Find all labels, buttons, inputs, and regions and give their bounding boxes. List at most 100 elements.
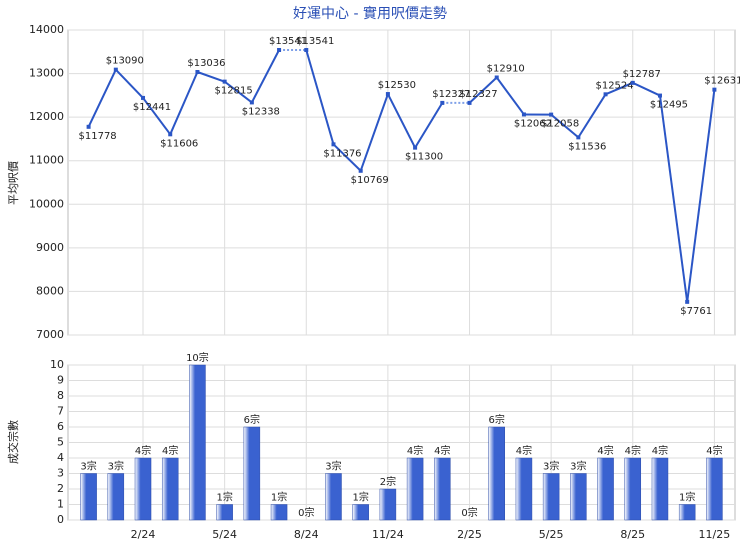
data-label: 4宗 [135, 444, 151, 457]
x-tick-label: 2/25 [457, 528, 482, 541]
data-label: 1宗 [216, 491, 232, 504]
line-segment [197, 71, 225, 83]
bar [216, 504, 233, 521]
point [521, 112, 526, 117]
point [249, 100, 254, 105]
data-label: $12524 [595, 80, 633, 91]
bar [678, 504, 696, 521]
x-tick-label: 5/24 [212, 528, 237, 541]
data-label: $12530 [378, 80, 416, 91]
point [467, 100, 472, 105]
data-label: $7761 [680, 306, 712, 317]
data-label: 4宗 [625, 444, 641, 457]
point [331, 142, 336, 147]
chart-title: 好運中心 - 實用呎價走勢 [293, 5, 447, 22]
data-label: 3宗 [325, 460, 341, 473]
y-tick-label: 6 [57, 420, 64, 433]
data-label: 4宗 [597, 444, 613, 457]
bar [597, 457, 614, 521]
data-label: $12338 [242, 106, 280, 117]
y-tick-label: 10 [50, 358, 64, 371]
bar [406, 457, 424, 521]
point [685, 299, 690, 304]
x-tick-label: 11/24 [372, 528, 404, 541]
data-label: $12327 [459, 89, 497, 100]
data-label: $10769 [351, 175, 389, 186]
bar [107, 473, 125, 521]
bar [379, 488, 397, 521]
y-axis-label: 成交宗數 [6, 420, 20, 464]
data-label: 4宗 [407, 444, 423, 457]
data-label: $12062 [514, 118, 552, 129]
y-tick-label: 3 [57, 467, 64, 480]
bar [161, 457, 179, 521]
data-label: $11300 [405, 152, 443, 163]
bar [488, 426, 505, 521]
point [385, 92, 390, 97]
data-label: $11376 [323, 148, 361, 159]
y-axis-label: 平均呎價 [6, 161, 20, 205]
bar [270, 504, 288, 521]
bar [515, 457, 533, 521]
data-label: 4宗 [652, 444, 668, 457]
data-label: $12058 [541, 119, 579, 130]
y-tick-label: 5 [57, 436, 64, 449]
data-label: 3宗 [543, 460, 559, 473]
line-segment [305, 49, 335, 145]
bar [134, 457, 152, 521]
line-segment [414, 102, 444, 149]
line-segment [224, 80, 253, 104]
data-label: $11606 [160, 138, 198, 149]
data-label: $13090 [106, 56, 144, 67]
data-label: 3宗 [108, 460, 124, 473]
y-tick-label: 0 [57, 513, 64, 526]
data-label: 10宗 [186, 351, 209, 364]
data-label: 3宗 [570, 460, 586, 473]
data-label: 1宗 [353, 491, 369, 504]
y-tick-label: 1 [57, 498, 64, 511]
data-label: $12327 [432, 89, 470, 100]
point [712, 87, 717, 92]
y-tick-label: 4 [57, 451, 64, 464]
line-segment [632, 81, 661, 97]
y-tick-label: 7 [57, 405, 64, 418]
data-label: $12495 [650, 100, 688, 111]
point [603, 92, 608, 97]
data-label: $11778 [79, 131, 117, 142]
line-segment [87, 69, 117, 128]
y-tick-label: 9 [57, 374, 64, 387]
point [141, 95, 146, 100]
bar [243, 426, 261, 521]
point [576, 135, 581, 140]
bar [624, 457, 642, 521]
line-segment [169, 71, 199, 135]
data-label: 1宗 [271, 491, 287, 504]
x-tick-label: 2/24 [131, 528, 156, 541]
point [168, 132, 173, 137]
y-tick-label: 11000 [29, 154, 64, 167]
point [494, 75, 499, 80]
bar [352, 504, 369, 521]
data-label: $11536 [568, 141, 606, 152]
y-tick-label: 8000 [36, 284, 64, 297]
bar [80, 473, 97, 521]
x-tick-label: 8/24 [294, 528, 319, 541]
point [195, 70, 200, 75]
y-tick-label: 12000 [29, 110, 64, 123]
data-label: $12787 [623, 69, 661, 80]
bar [651, 457, 669, 521]
line-segment [686, 89, 716, 302]
data-label: $13541 [269, 36, 307, 47]
y-tick-label: 9000 [36, 241, 64, 254]
data-label: 6宗 [244, 413, 260, 426]
point [657, 93, 662, 98]
line-segment [332, 143, 362, 172]
line-segment [142, 97, 172, 135]
y-tick-label: 7000 [36, 328, 64, 341]
line-segment [605, 81, 634, 96]
x-tick-label: 5/25 [539, 528, 564, 541]
data-label: 4宗 [434, 444, 450, 457]
data-label: 0宗 [461, 506, 477, 519]
data-label: 3宗 [80, 460, 96, 473]
